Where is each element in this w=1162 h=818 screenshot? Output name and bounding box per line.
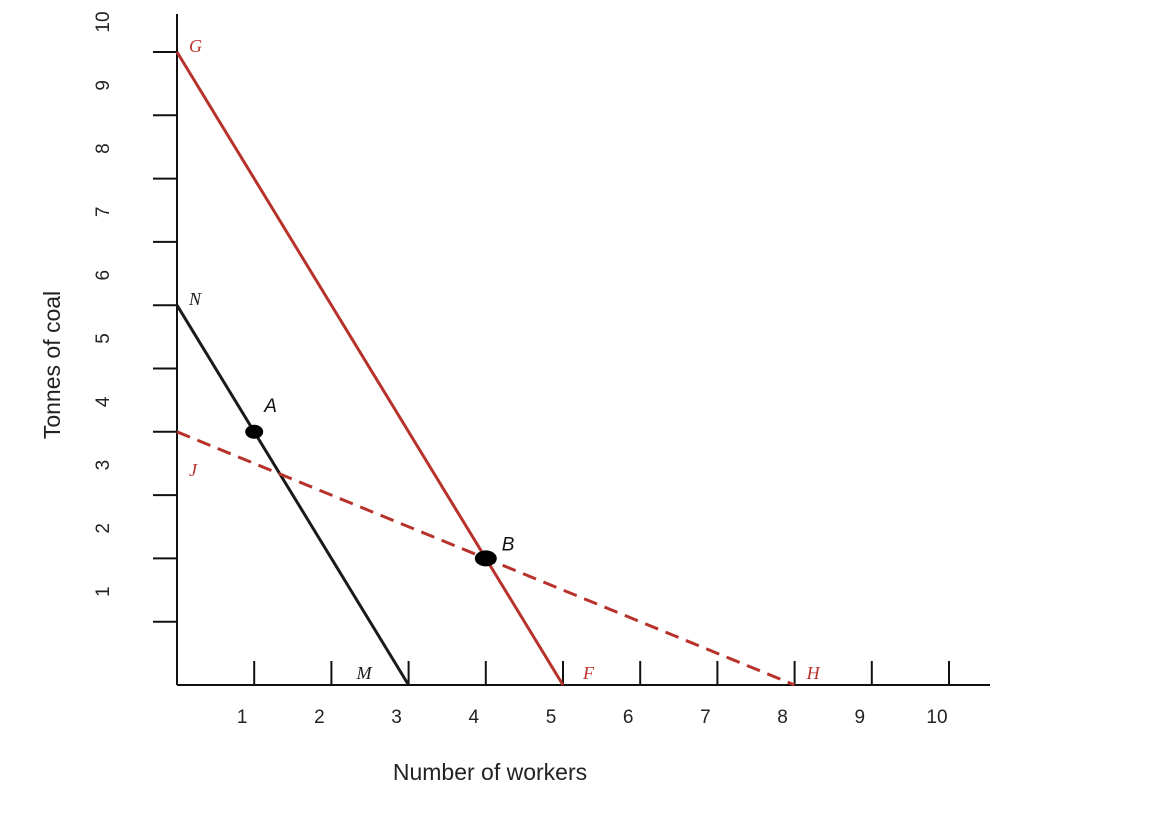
point-B: [474, 550, 497, 567]
x-tick-label-8: 8: [777, 707, 788, 728]
y-tick-label-5: 5: [93, 333, 114, 344]
line-label-N: N: [188, 289, 202, 309]
x-axis-title: Number of workers: [393, 759, 587, 785]
y-tick-label-8: 8: [93, 143, 114, 154]
line-label-H: H: [806, 663, 821, 683]
y-tick-label-3: 3: [93, 460, 114, 471]
point-label-A: A: [263, 396, 277, 417]
line-NM: [175, 304, 410, 686]
y-tick-label-7: 7: [93, 207, 114, 218]
y-axis-title: Tonnes of coal: [39, 291, 65, 439]
point-label-B: B: [502, 534, 515, 555]
data-points: AB: [245, 396, 515, 567]
line-label-M: M: [356, 663, 373, 683]
y-tick-label-9: 9: [93, 80, 114, 91]
y-tick-label-4: 4: [93, 396, 114, 407]
x-tick-label-2: 2: [314, 707, 325, 728]
y-tick-label-1: 1: [93, 586, 114, 597]
line-label-J: J: [189, 460, 198, 480]
x-tick-label-4: 4: [469, 707, 480, 728]
line-label-F: F: [582, 663, 595, 683]
x-tick-label-3: 3: [391, 707, 402, 728]
line-GF: [175, 51, 565, 686]
ticks: 1 2 3 4 5 6 7 8 9 10 1 2 3 4 5 6 7 8 9 10: [93, 11, 950, 728]
line-labels: N M G F J H: [188, 36, 821, 683]
y-tick-label-6: 6: [93, 270, 114, 281]
series-lines: [175, 51, 796, 687]
y-tick-label-10: 10: [93, 11, 114, 32]
x-tick-label-1: 1: [237, 707, 248, 728]
point-A: [245, 424, 264, 439]
line-label-G: G: [189, 36, 202, 56]
x-tick-label-9: 9: [855, 707, 866, 728]
x-tick-label-6: 6: [623, 707, 634, 728]
x-tick-label-10: 10: [926, 707, 947, 728]
x-tick-label-7: 7: [700, 707, 711, 728]
x-tick-label-5: 5: [546, 707, 557, 728]
axes: [176, 14, 990, 686]
y-tick-label-2: 2: [93, 523, 114, 534]
